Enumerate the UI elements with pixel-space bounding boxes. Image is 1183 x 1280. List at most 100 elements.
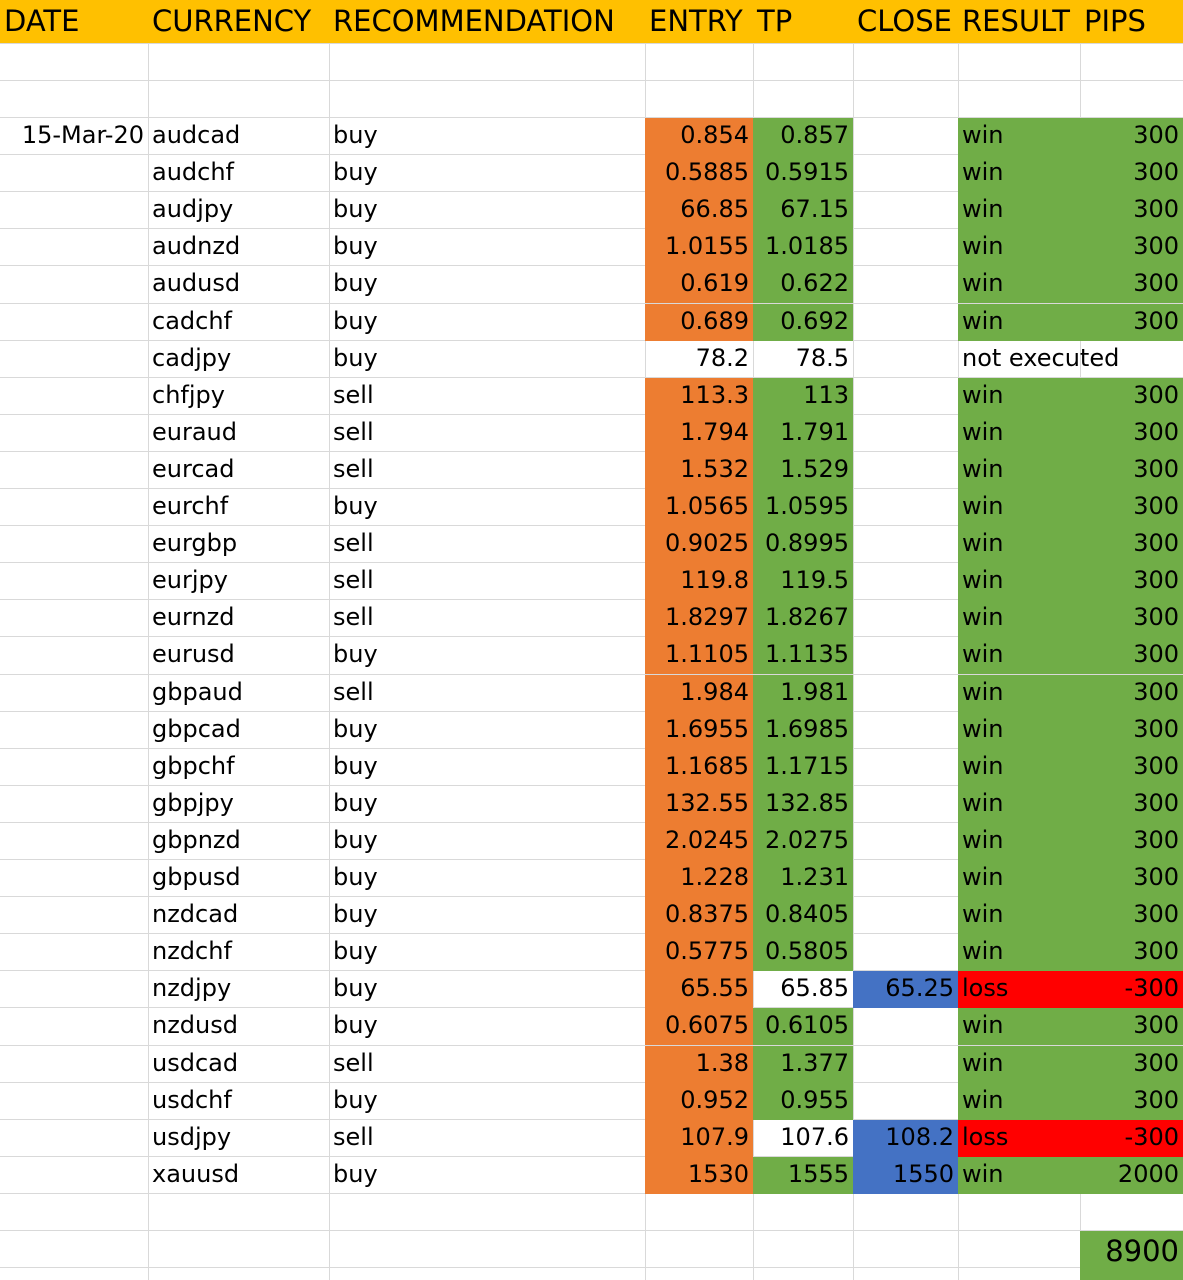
pips-cell[interactable]: 300 <box>1080 823 1183 860</box>
result-cell[interactable]: win <box>958 600 1080 637</box>
entry-cell[interactable]: 0.5885 <box>645 155 753 192</box>
recommendation-cell[interactable]: sell <box>333 566 374 594</box>
recommendation-cell[interactable]: buy <box>333 344 378 372</box>
close-cell[interactable] <box>853 749 958 786</box>
result-cell[interactable]: win <box>958 155 1080 192</box>
entry-cell[interactable]: 1.984 <box>645 675 753 712</box>
pips-cell[interactable]: 300 <box>1080 600 1183 637</box>
result-cell[interactable]: win <box>958 526 1080 563</box>
pips-cell[interactable]: 300 <box>1080 1008 1183 1045</box>
recommendation-cell[interactable]: buy <box>333 1086 378 1114</box>
recommendation-cell[interactable]: buy <box>333 789 378 817</box>
tp-cell[interactable]: 0.857 <box>753 118 853 155</box>
currency-cell[interactable]: audchf <box>152 158 235 186</box>
currency-cell[interactable]: xauusd <box>152 1160 240 1188</box>
close-cell[interactable] <box>853 155 958 192</box>
entry-cell[interactable]: 119.8 <box>645 563 753 600</box>
tp-cell[interactable]: 0.8995 <box>753 526 853 563</box>
result-cell[interactable]: win <box>958 675 1080 712</box>
tp-cell[interactable]: 1.529 <box>753 452 853 489</box>
result-cell[interactable]: win <box>958 860 1080 897</box>
entry-cell[interactable]: 66.85 <box>645 192 753 229</box>
currency-cell[interactable]: nzdusd <box>152 1011 238 1039</box>
total-pips-cell[interactable]: 8900 <box>1080 1231 1183 1280</box>
result-cell[interactable]: win <box>958 1008 1080 1045</box>
close-cell[interactable] <box>853 823 958 860</box>
recommendation-cell[interactable]: buy <box>333 121 378 149</box>
currency-cell[interactable]: nzdcad <box>152 900 239 928</box>
result-cell[interactable]: win <box>958 415 1080 452</box>
recommendation-cell[interactable]: buy <box>333 269 378 297</box>
recommendation-cell[interactable]: buy <box>333 640 378 668</box>
currency-cell[interactable]: gbpaud <box>152 678 243 706</box>
tp-cell[interactable]: 107.6 <box>780 1123 849 1151</box>
entry-cell[interactable]: 2.0245 <box>645 823 753 860</box>
pips-cell[interactable]: 300 <box>1080 415 1183 452</box>
result-cell[interactable]: win <box>958 378 1080 415</box>
pips-cell[interactable]: 300 <box>1080 192 1183 229</box>
currency-cell[interactable]: audjpy <box>152 195 234 223</box>
pips-cell[interactable]: 300 <box>1080 712 1183 749</box>
recommendation-cell[interactable]: buy <box>333 1011 378 1039</box>
currency-cell[interactable]: eurnzd <box>152 603 235 631</box>
currency-cell[interactable]: eurgbp <box>152 529 238 557</box>
tp-cell[interactable]: 1.377 <box>753 1046 853 1083</box>
tp-cell[interactable]: 1.1715 <box>753 749 853 786</box>
currency-cell[interactable]: chfjpy <box>152 381 225 409</box>
recommendation-cell[interactable]: buy <box>333 937 378 965</box>
recommendation-cell[interactable]: buy <box>333 863 378 891</box>
tp-cell[interactable]: 0.955 <box>753 1083 853 1120</box>
entry-cell[interactable]: 1.794 <box>645 415 753 452</box>
pips-cell[interactable]: 300 <box>1080 266 1183 303</box>
tp-cell[interactable]: 0.622 <box>753 266 853 303</box>
tp-cell[interactable]: 1.231 <box>753 860 853 897</box>
recommendation-cell[interactable]: buy <box>333 1160 378 1188</box>
currency-cell[interactable]: nzdjpy <box>152 974 232 1002</box>
result-cell[interactable]: win <box>958 823 1080 860</box>
recommendation-cell[interactable]: sell <box>333 418 374 446</box>
close-cell[interactable] <box>853 1046 958 1083</box>
pips-cell[interactable]: 2000 <box>1080 1157 1183 1194</box>
result-cell[interactable]: win <box>958 489 1080 526</box>
tp-cell[interactable]: 113 <box>753 378 853 415</box>
recommendation-cell[interactable]: buy <box>333 900 378 928</box>
currency-cell[interactable]: eurjpy <box>152 566 228 594</box>
header-close[interactable]: CLOSE <box>853 0 958 43</box>
tp-cell[interactable]: 2.0275 <box>753 823 853 860</box>
tp-cell[interactable]: 67.15 <box>753 192 853 229</box>
entry-cell[interactable]: 1530 <box>645 1157 753 1194</box>
recommendation-cell[interactable]: sell <box>333 603 374 631</box>
recommendation-cell[interactable]: sell <box>333 678 374 706</box>
close-cell[interactable] <box>853 415 958 452</box>
tp-cell[interactable]: 1.791 <box>753 415 853 452</box>
result-cell[interactable]: win <box>958 1157 1080 1194</box>
entry-cell[interactable]: 78.2 <box>695 344 749 372</box>
header-result[interactable]: RESULT <box>958 0 1080 43</box>
header-currency[interactable]: CURRENCY <box>148 0 329 43</box>
result-cell[interactable]: win <box>958 229 1080 266</box>
close-cell[interactable] <box>853 229 958 266</box>
pips-cell[interactable]: 300 <box>1080 1083 1183 1120</box>
currency-cell[interactable]: eurcad <box>152 455 235 483</box>
header-tp[interactable]: TP <box>753 0 853 43</box>
tp-cell[interactable]: 1.1135 <box>753 637 853 674</box>
result-cell[interactable]: win <box>958 266 1080 303</box>
entry-cell[interactable]: 113.3 <box>645 378 753 415</box>
currency-cell[interactable]: gbpchf <box>152 752 235 780</box>
close-cell[interactable] <box>853 192 958 229</box>
pips-cell[interactable]: 300 <box>1080 1046 1183 1083</box>
entry-cell[interactable]: 65.55 <box>645 971 753 1008</box>
pips-cell[interactable]: 300 <box>1080 452 1183 489</box>
header-recommendation[interactable]: RECOMMENDATION <box>329 0 645 43</box>
close-cell[interactable]: 65.25 <box>853 971 958 1008</box>
entry-cell[interactable]: 1.8297 <box>645 600 753 637</box>
tp-cell[interactable]: 1.981 <box>753 675 853 712</box>
close-cell[interactable] <box>853 266 958 303</box>
entry-cell[interactable]: 1.0565 <box>645 489 753 526</box>
close-cell[interactable] <box>853 378 958 415</box>
tp-cell[interactable]: 0.692 <box>753 304 853 341</box>
recommendation-cell[interactable]: buy <box>333 715 378 743</box>
header-entry[interactable]: ENTRY <box>645 0 753 43</box>
close-cell[interactable] <box>853 1008 958 1045</box>
close-cell[interactable] <box>853 712 958 749</box>
